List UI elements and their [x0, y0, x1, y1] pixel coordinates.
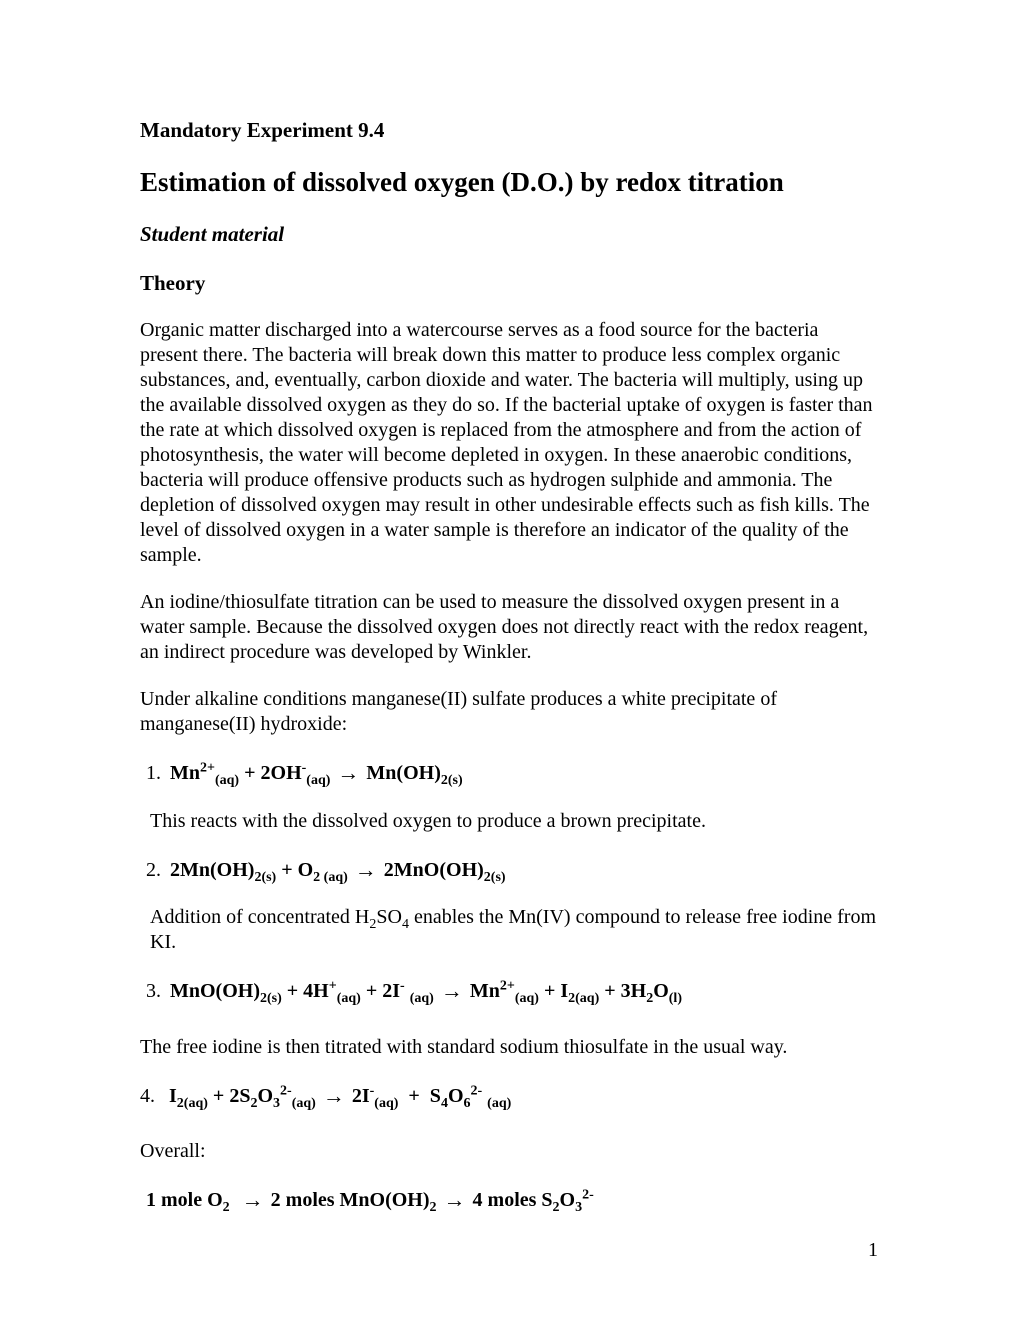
overall-label: Overall:	[140, 1139, 880, 1164]
paragraph-1: Organic matter discharged into a waterco…	[140, 318, 880, 568]
document-title: Estimation of dissolved oxygen (D.O.) by…	[140, 167, 880, 198]
paragraph-3: Under alkaline conditions manganese(II) …	[140, 687, 880, 737]
document-subtitle: Student material	[140, 222, 880, 247]
equation-1-note: This reacts with the dissolved oxygen to…	[150, 809, 880, 834]
equation-3-number: 3.	[146, 980, 161, 1002]
equation-4-number: 4.	[140, 1085, 155, 1107]
equation-1-number: 1.	[146, 762, 161, 784]
arrow-icon: →	[242, 1187, 264, 1212]
page-number: 1	[868, 1239, 878, 1262]
paragraph-4: The free iodine is then titrated with st…	[140, 1035, 880, 1060]
arrow-icon: →	[441, 978, 463, 1003]
arrow-icon: →	[355, 857, 377, 882]
arrow-icon: →	[323, 1083, 345, 1108]
theory-heading: Theory	[140, 271, 880, 296]
overall-equation: 1 mole O2 → 2 moles MnO(OH)2 → 4 moles S…	[146, 1186, 880, 1214]
document-page: Mandatory Experiment 9.4 Estimation of d…	[0, 0, 1020, 1320]
arrow-icon: →	[337, 760, 359, 785]
arrow-icon: →	[444, 1187, 466, 1212]
equation-1: 1. Mn2+(aq) + 2OH-(aq) → Mn(OH)2(s)	[146, 759, 880, 787]
equation-2-number: 2.	[146, 859, 161, 881]
paragraph-2: An iodine/thiosulfate titration can be u…	[140, 590, 880, 665]
equation-4: 4. I2(aq) + 2S2O32-(aq) → 2I-(aq) + S4O6…	[140, 1082, 880, 1110]
experiment-heading: Mandatory Experiment 9.4	[140, 118, 880, 143]
equation-3: 3. MnO(OH)2(s) + 4H+(aq) + 2I- (aq) → Mn…	[146, 977, 880, 1005]
equation-2-note: Addition of concentrated H2SO4 enables t…	[150, 905, 880, 955]
equation-2: 2. 2Mn(OH)2(s) + O2 (aq) → 2MnO(OH)2(s)	[146, 856, 880, 884]
